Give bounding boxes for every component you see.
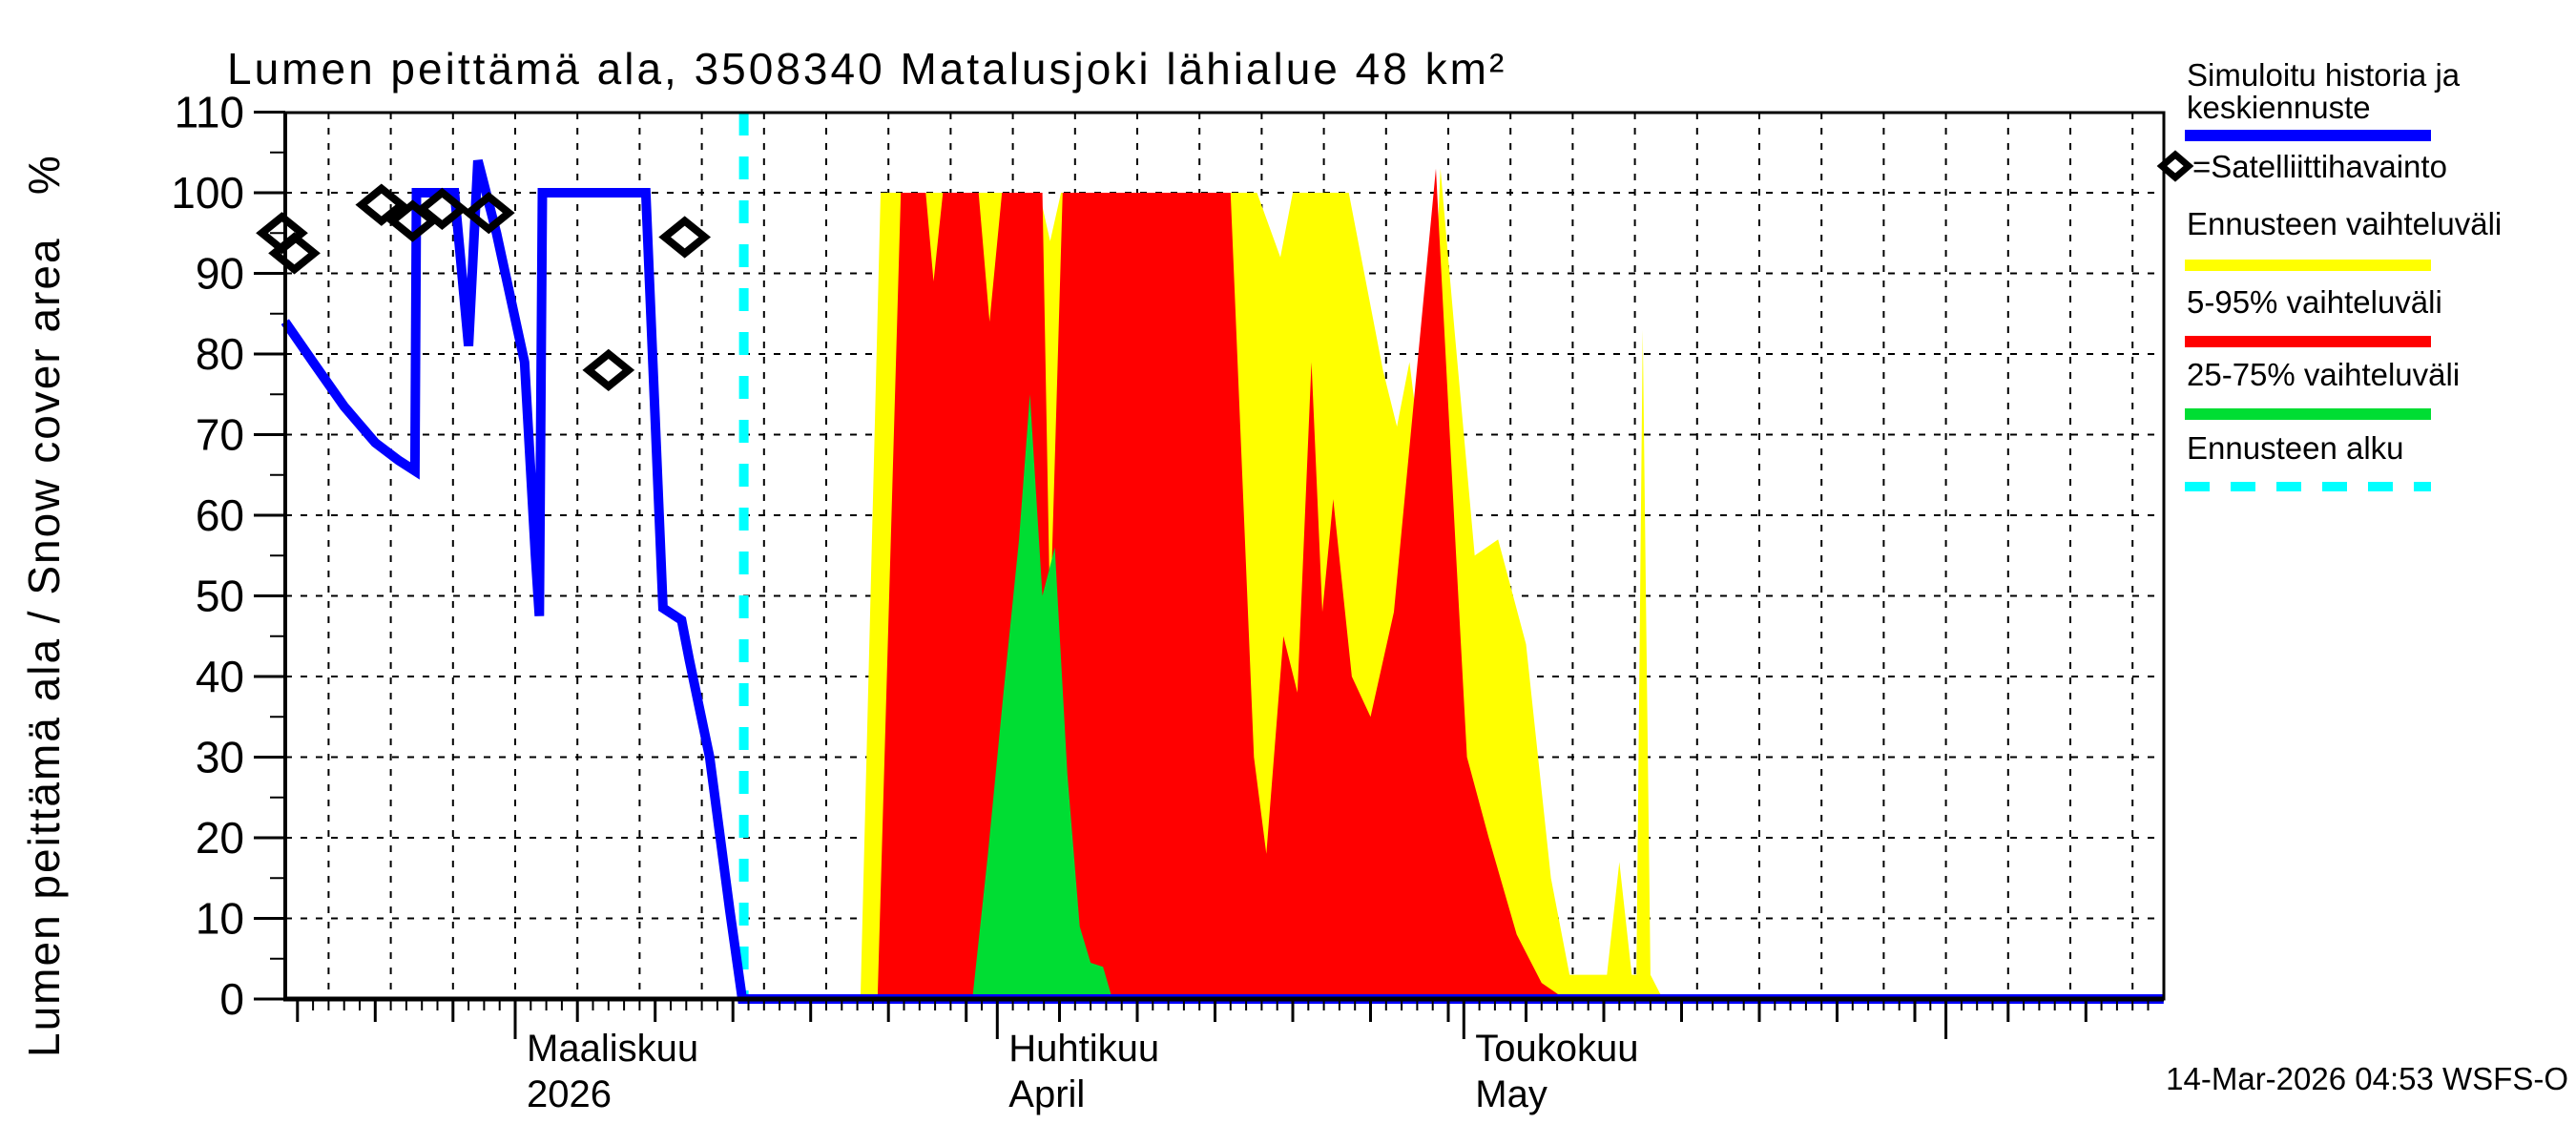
svg-text:30: 30 [196,733,244,782]
svg-text:70: 70 [196,410,244,460]
history-line [280,158,2164,1004]
svg-text:10: 10 [196,894,244,944]
uncertainty-areas [860,168,1663,999]
svg-text:0: 0 [219,974,244,1024]
legend-label-history-line2: keskiennuste [2187,90,2371,125]
svg-text:April: April [1008,1073,1085,1115]
svg-text:40: 40 [196,652,244,701]
svg-text:80: 80 [196,329,244,379]
svg-text:Maaliskuu: Maaliskuu [527,1028,698,1070]
svg-text:90: 90 [196,249,244,299]
satellite-observation-markers [256,183,712,392]
svg-text:May: May [1475,1073,1548,1115]
svg-text:50: 50 [196,572,244,621]
svg-text:20: 20 [196,813,244,863]
legend-label-forecast-start: Ennusteen alku [2187,430,2404,466]
svg-text:110: 110 [175,88,244,137]
legend-label-forecast-range: Ennusteen vaihteluväli [2187,206,2502,241]
legend: Simuloitu historia ja keskiennuste =Sate… [2156,57,2502,491]
svg-text:60: 60 [196,490,244,540]
page-title: Lumen peittämä ala, 3508340 Matalusjoki … [227,44,1506,94]
svg-text:100: 100 [171,168,244,218]
legend-label-history-line1: Simuloitu historia ja [2187,57,2461,93]
legend-diamond-icon [2156,150,2194,182]
legend-label-satellite: =Satelliittihavainto [2192,149,2447,184]
axis-ticks [254,111,2150,1039]
svg-text:Toukokuu: Toukokuu [1475,1028,1638,1070]
timestamp: 14-Mar-2026 04:53 WSFS-O [2166,1061,2568,1096]
legend-label-5-95: 5-95% vaihteluväli [2187,284,2442,320]
svg-text:Huhtikuu: Huhtikuu [1008,1028,1159,1070]
svg-text:2026: 2026 [527,1073,612,1115]
legend-label-25-75: 25-75% vaihteluväli [2187,357,2460,392]
y-axis-label: Lumen peittämä ala / Snow cover area % [19,154,69,1057]
